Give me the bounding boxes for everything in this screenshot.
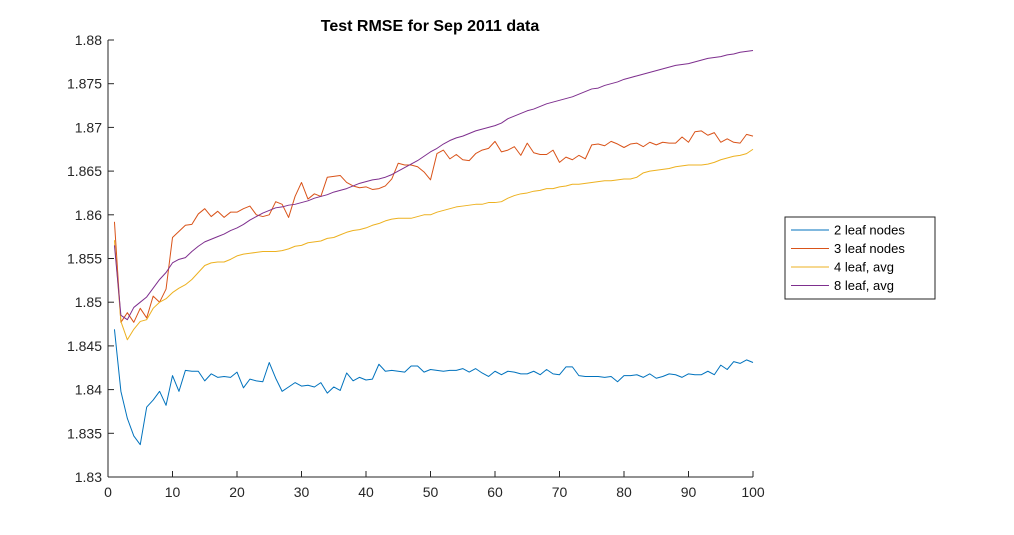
series-line-3 <box>113 148 754 341</box>
x-tick-label: 0 <box>104 484 112 500</box>
legend: 2 leaf nodes 3 leaf nodes 4 leaf, avg 8 lea… <box>784 216 936 300</box>
legend-label: 8 leaf, avg <box>834 278 894 293</box>
chart-title: Test RMSE for Sep 2011 data <box>321 18 540 35</box>
y-tick-label: 1.83 <box>75 469 102 485</box>
x-tick-label: 30 <box>294 484 310 500</box>
x-tick-label: 50 <box>423 484 439 500</box>
x-tick-label: 40 <box>358 484 374 500</box>
x-tick-label: 60 <box>487 484 503 500</box>
y-tick-label: 1.855 <box>67 251 102 267</box>
y-tick-label: 1.865 <box>67 163 102 179</box>
x-tick-label: 20 <box>229 484 245 500</box>
x-tick-label: 80 <box>616 484 632 500</box>
x-tick-label: 10 <box>165 484 181 500</box>
series-line-2 <box>113 130 754 323</box>
series-line-4 <box>113 49 754 321</box>
series-line-1 <box>113 329 754 446</box>
y-tick-label: 1.87 <box>75 119 102 135</box>
y-tick-label: 1.88 <box>75 32 102 48</box>
legend-label: 4 leaf, avg <box>834 260 894 275</box>
y-tick-label: 1.85 <box>75 294 102 310</box>
legend-label: 3 leaf nodes <box>834 241 905 256</box>
legend-label: 2 leaf nodes <box>834 223 905 238</box>
series-layer <box>113 49 754 446</box>
y-tick-label: 1.835 <box>67 425 102 441</box>
plot-area <box>108 40 753 477</box>
x-tick-label: 70 <box>552 484 568 500</box>
y-ticks: 1.83 1.835 1.84 1.845 1.85 1.855 1.86 1.865 1.87… <box>67 32 114 485</box>
y-tick-label: 1.86 <box>75 207 102 223</box>
y-tick-label: 1.84 <box>75 382 102 398</box>
y-tick-label: 1.875 <box>67 76 102 92</box>
x-tick-label: 100 <box>741 484 765 500</box>
x-tick-label: 90 <box>681 484 697 500</box>
y-tick-label: 1.845 <box>67 338 102 354</box>
x-ticks: 0 10 20 30 40 50 60 70 80 90 100 <box>104 471 765 500</box>
